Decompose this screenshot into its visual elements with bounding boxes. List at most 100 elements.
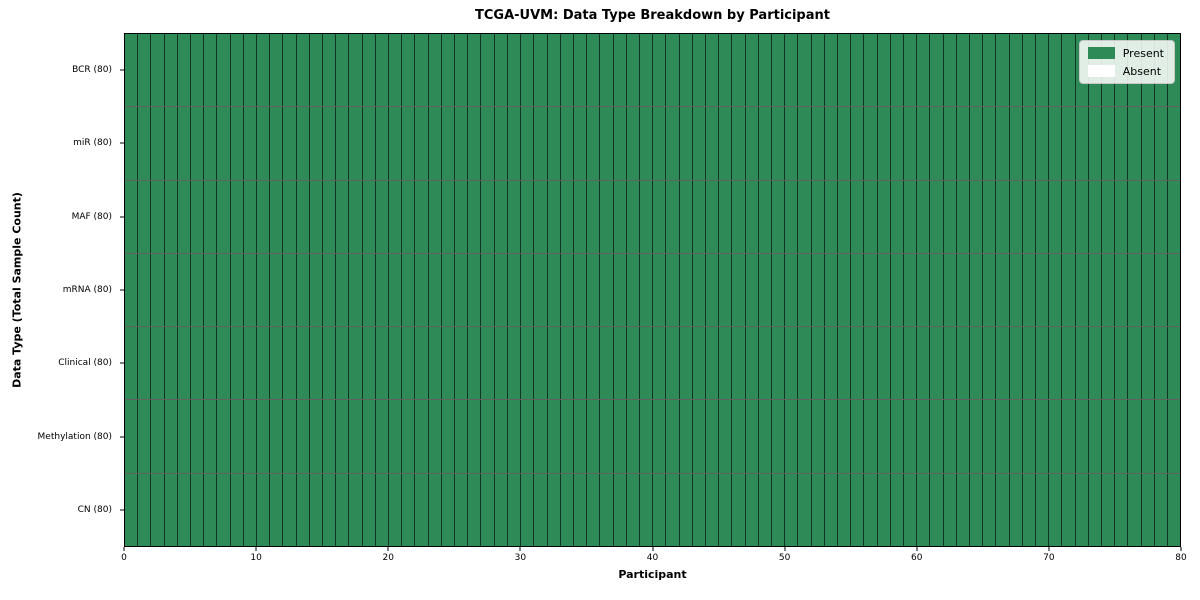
heatmap-cell bbox=[785, 180, 799, 253]
x-tick-mark bbox=[784, 547, 786, 551]
heatmap-cell bbox=[653, 473, 667, 546]
heatmap-cell bbox=[362, 473, 376, 546]
legend: Present Absent bbox=[1078, 40, 1175, 84]
heatmap-cell bbox=[917, 400, 931, 473]
heatmap-cell bbox=[1062, 34, 1076, 107]
heatmap-cell bbox=[349, 34, 363, 107]
heatmap-cell bbox=[375, 473, 390, 546]
heatmap-cell bbox=[587, 180, 601, 253]
heatmap-cell bbox=[362, 180, 376, 253]
heatmap-cell bbox=[441, 253, 456, 327]
heatmap-cell bbox=[1115, 253, 1129, 327]
heatmap-cell bbox=[692, 253, 706, 327]
heatmap-cell bbox=[798, 253, 812, 327]
heatmap-row bbox=[125, 473, 1181, 546]
heatmap-cell bbox=[415, 107, 429, 180]
heatmap-cell bbox=[1062, 327, 1076, 400]
heatmap-cell bbox=[930, 400, 944, 473]
heatmap-cell bbox=[191, 400, 205, 473]
heatmap-cell bbox=[811, 34, 825, 107]
heatmap-cell bbox=[837, 34, 852, 107]
heatmap-cell bbox=[917, 253, 931, 327]
heatmap-cell bbox=[1168, 327, 1181, 400]
heatmap-cell bbox=[613, 253, 627, 327]
heatmap-cell bbox=[362, 327, 376, 400]
heatmap-cell bbox=[1154, 327, 1169, 400]
heatmap-cell bbox=[1102, 107, 1116, 180]
heatmap-cell bbox=[943, 400, 957, 473]
heatmap-cell bbox=[798, 107, 812, 180]
heatmap-cell bbox=[587, 34, 601, 107]
legend-entry-absent: Absent bbox=[1087, 64, 1164, 78]
heatmap-cell bbox=[653, 34, 667, 107]
heatmap-cell bbox=[587, 327, 601, 400]
heatmap-cell bbox=[864, 180, 878, 253]
heatmap-cell bbox=[534, 180, 548, 253]
heatmap-cell bbox=[455, 180, 469, 253]
heatmap-cell bbox=[679, 34, 693, 107]
heatmap-cell bbox=[837, 327, 852, 400]
heatmap-cell bbox=[230, 180, 244, 253]
heatmap-cell bbox=[573, 253, 588, 327]
heatmap-cell bbox=[1049, 400, 1063, 473]
heatmap-row bbox=[125, 34, 1181, 108]
heatmap-cell bbox=[639, 34, 654, 107]
heatmap-cell bbox=[824, 473, 838, 546]
heatmap-cell bbox=[1128, 180, 1142, 253]
legend-entry-present: Present bbox=[1087, 47, 1164, 59]
heatmap-cell bbox=[481, 473, 495, 546]
heatmap-cell bbox=[547, 253, 561, 327]
heatmap-cell bbox=[1022, 253, 1037, 327]
heatmap-cell bbox=[230, 327, 244, 400]
heatmap-cell bbox=[692, 327, 706, 400]
heatmap-cell bbox=[1128, 400, 1142, 473]
heatmap-cell bbox=[1049, 180, 1063, 253]
heatmap-cell bbox=[719, 400, 733, 473]
x-axis-label: Participant bbox=[618, 568, 687, 581]
heatmap-cell bbox=[336, 327, 350, 400]
heatmap-cell bbox=[903, 107, 918, 180]
heatmap-cell bbox=[824, 180, 838, 253]
heatmap-cell bbox=[270, 327, 284, 400]
heatmap-cell bbox=[1168, 180, 1181, 253]
heatmap-cell bbox=[507, 34, 522, 107]
heatmap-cell bbox=[758, 253, 772, 327]
heatmap-cell bbox=[125, 400, 139, 473]
heatmap-cell bbox=[798, 473, 812, 546]
heatmap-cell bbox=[415, 473, 429, 546]
heatmap-cell bbox=[692, 107, 706, 180]
heatmap-cell bbox=[943, 253, 957, 327]
heatmap-cell bbox=[1154, 107, 1169, 180]
heatmap-cell bbox=[758, 327, 772, 400]
heatmap-cell bbox=[785, 400, 799, 473]
heatmap-cell bbox=[1062, 107, 1076, 180]
x-tick-label: 70 bbox=[1043, 553, 1055, 563]
heatmap-cell bbox=[1036, 34, 1050, 107]
heatmap-cell bbox=[903, 400, 918, 473]
heatmap-cell bbox=[587, 473, 601, 546]
heatmap-cell bbox=[349, 473, 363, 546]
heatmap-cell bbox=[138, 253, 152, 327]
heatmap-cell bbox=[811, 327, 825, 400]
heatmap-cell bbox=[692, 400, 706, 473]
heatmap-cell bbox=[705, 400, 720, 473]
heatmap-cell bbox=[679, 107, 693, 180]
heatmap-cell bbox=[283, 253, 297, 327]
heatmap-cell bbox=[1115, 180, 1129, 253]
heatmap-cell bbox=[930, 473, 944, 546]
heatmap-cell bbox=[653, 253, 667, 327]
heatmap-cell bbox=[389, 253, 403, 327]
heatmap-cell bbox=[983, 253, 997, 327]
heatmap-cell bbox=[402, 180, 416, 253]
y-tick-label: Methylation (80) bbox=[37, 431, 112, 442]
x-tick-label: 30 bbox=[514, 553, 527, 563]
heatmap-cell bbox=[455, 34, 469, 107]
heatmap-cell bbox=[177, 180, 192, 253]
legend-label-absent: Absent bbox=[1122, 64, 1162, 78]
heatmap-cell bbox=[811, 107, 825, 180]
heatmap-cell bbox=[441, 473, 456, 546]
heatmap-cell bbox=[811, 180, 825, 253]
heatmap-cell bbox=[191, 327, 205, 400]
heatmap-cell bbox=[243, 473, 258, 546]
heatmap-cell bbox=[785, 34, 799, 107]
